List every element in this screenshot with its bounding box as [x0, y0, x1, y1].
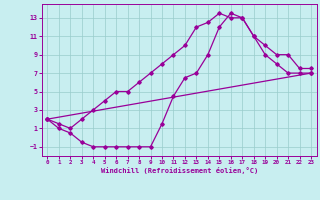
X-axis label: Windchill (Refroidissement éolien,°C): Windchill (Refroidissement éolien,°C) — [100, 167, 258, 174]
